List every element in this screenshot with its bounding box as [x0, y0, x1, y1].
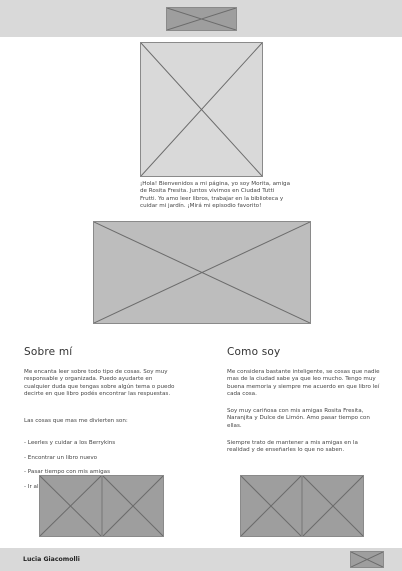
gallery-image-placeholder — [302, 475, 364, 537]
gallery-image-placeholder — [39, 475, 102, 537]
header-image-placeholder-icon — [166, 7, 237, 31]
como-paragraph-1: Me considera bastante inteligente, se co… — [227, 369, 380, 397]
footer-image-placeholder-icon — [350, 551, 384, 568]
footer-bar — [0, 548, 402, 571]
about-title: Sobre mí — [24, 346, 73, 358]
list-item: - Encontrar un libro nuevo — [24, 454, 98, 461]
como-paragraph-3: Siempre trato de mantener a mis amigas e… — [227, 440, 358, 454]
gallery-image-placeholder — [240, 475, 302, 537]
intro-text: ¡Hola! Bienvenidos a mi página, yo soy M… — [140, 181, 290, 209]
about-list-intro: Las cosas que mas me divierten son: — [24, 418, 128, 424]
favorite-episode-placeholder — [93, 221, 311, 324]
como-title: Como soy — [227, 346, 281, 358]
list-item: - Leerles y cuidar a los Berrykins — [24, 440, 116, 447]
profile-image-placeholder — [140, 42, 263, 177]
como-paragraph-2: Soy muy cariñosa con mis amigas Rosita F… — [227, 408, 370, 429]
footer-author-name: Lucia Giacomolli — [23, 556, 80, 563]
about-paragraph: Me encanta leer sobre todo tipo de cosas… — [24, 369, 175, 397]
gallery-image-placeholder — [102, 475, 164, 537]
list-item: - Pasar tiempo con mis amigas — [24, 469, 110, 476]
